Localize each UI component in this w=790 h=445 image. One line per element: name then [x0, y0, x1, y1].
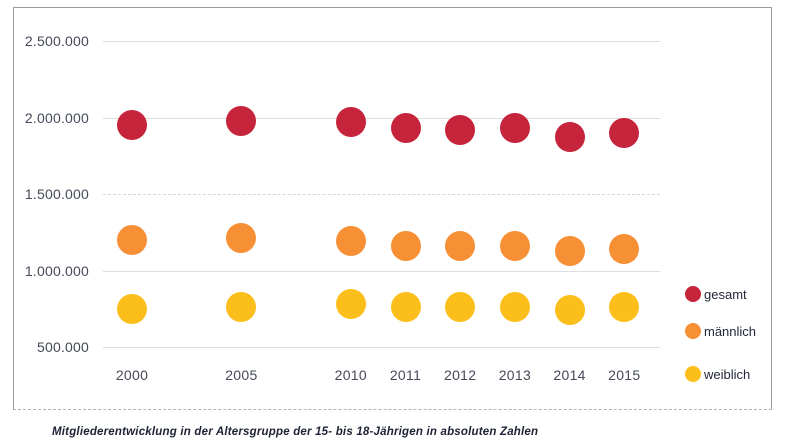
data-point-gesamt-2011 [390, 113, 421, 144]
data-point-männlich-2014 [554, 235, 585, 266]
x-axis-year-label: 2015 [608, 367, 641, 383]
y-axis-tick-label: 2.000.000 [24, 109, 89, 126]
data-point-weiblich-2015 [609, 292, 640, 323]
y-gridline [103, 194, 660, 195]
chart-panel: 2.500.000 2.000.000 1.500.000 1.000.000 500.… [13, 7, 772, 410]
y-gridline [103, 270, 660, 272]
data-point-gesamt-2014 [554, 122, 585, 153]
data-point-gesamt-2005 [226, 105, 257, 136]
legend-label: weiblich [704, 367, 751, 382]
data-point-weiblich-2011 [390, 292, 421, 323]
data-point-männlich-2013 [499, 231, 530, 262]
y-axis-tick-label: 1.000.000 [24, 262, 89, 279]
data-point-weiblich-2013 [499, 292, 530, 323]
data-point-gesamt-2000 [117, 110, 147, 141]
x-axis-year-label: 2011 [389, 367, 422, 383]
legend-dot-männlich [685, 323, 701, 339]
y-gridline [103, 347, 660, 348]
data-point-gesamt-2012 [445, 114, 476, 145]
legend-label: männlich [704, 324, 757, 339]
data-point-gesamt-2015 [609, 117, 640, 148]
x-axis-year-label: 2010 [334, 367, 367, 383]
y-gridline [103, 117, 660, 119]
data-point-weiblich-2012 [445, 292, 476, 323]
data-point-männlich-2015 [609, 234, 640, 265]
x-axis-year-label: 2013 [498, 367, 532, 383]
legend-dot-weiblich [685, 366, 701, 382]
y-axis-tick-label: 1.500.000 [24, 186, 89, 202]
data-point-männlich-2010 [335, 226, 366, 257]
x-axis-year-label: 2000 [115, 367, 149, 383]
data-point-männlich-2011 [390, 231, 421, 262]
y-axis-tick-label: 2.500.000 [24, 33, 89, 49]
chart-caption: Mitgliederentwicklung in der Altersgrupp… [52, 426, 539, 438]
data-point-gesamt-2013 [499, 113, 530, 144]
legend-dot-gesamt [685, 286, 701, 302]
data-point-weiblich-2010 [335, 289, 366, 320]
data-point-männlich-2005 [226, 223, 257, 254]
legend-label: gesamt [704, 287, 747, 302]
data-point-weiblich-2005 [226, 292, 257, 323]
data-point-weiblich-2014 [554, 295, 585, 326]
x-axis-year-label: 2014 [553, 367, 586, 383]
data-point-weiblich-2000 [117, 293, 147, 324]
data-point-männlich-2012 [445, 231, 476, 262]
data-point-männlich-2000 [117, 224, 147, 255]
x-axis-year-label: 2012 [444, 367, 477, 383]
y-axis-tick-label: 500.000 [36, 339, 89, 355]
y-gridline [103, 41, 660, 42]
x-axis-year-label: 2005 [225, 367, 258, 383]
data-point-gesamt-2010 [335, 107, 366, 138]
